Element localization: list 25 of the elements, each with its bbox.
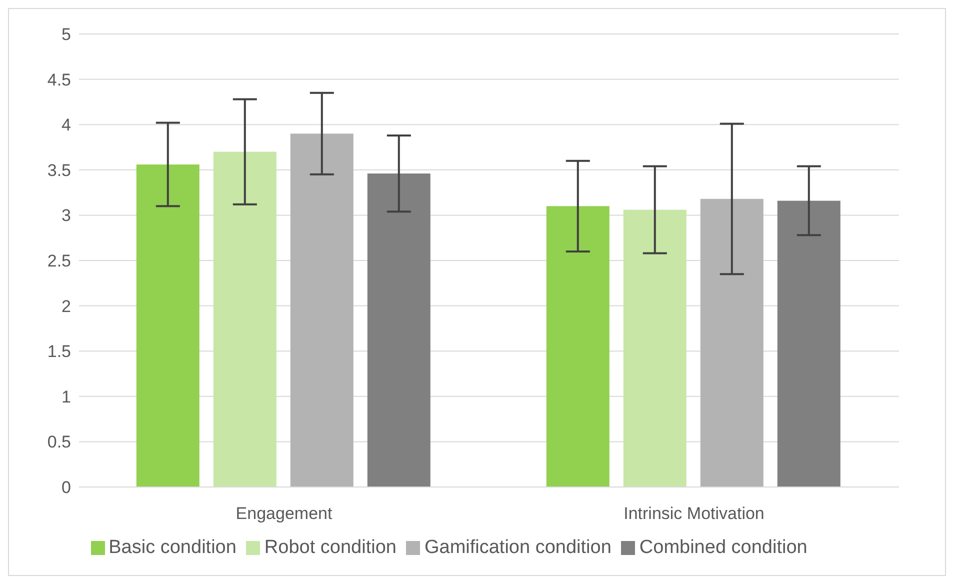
bar [546, 206, 610, 487]
bar [623, 210, 686, 487]
bar [136, 164, 200, 487]
y-tick-label: 4.5 [47, 70, 71, 90]
y-tick-label: 4 [62, 116, 71, 135]
bar [213, 152, 276, 487]
legend-label: Basic condition [108, 537, 236, 558]
y-tick-label: 3.5 [47, 160, 71, 180]
bar [700, 198, 764, 487]
bar [367, 174, 430, 487]
y-tick-label: 1 [62, 387, 71, 406]
x-tick-label: Engagement [236, 504, 332, 524]
bar [777, 200, 840, 487]
y-tick-label: 2 [62, 296, 71, 316]
y-tick-label: 2.5 [47, 252, 71, 271]
legend-label: Combined condition [639, 537, 808, 558]
legend-label: Robot condition [264, 537, 396, 558]
y-tick-label: 1.5 [47, 342, 71, 362]
y-tick-label: 5 [62, 25, 71, 44]
x-tick-label: Intrinsic Motivation [624, 504, 764, 524]
y-tick-label: 0.5 [47, 432, 71, 452]
y-tick-label: 0 [62, 478, 71, 498]
y-tick-label: 3 [62, 206, 71, 226]
bar [290, 134, 354, 487]
legend-label: Gamification condition [424, 537, 612, 558]
